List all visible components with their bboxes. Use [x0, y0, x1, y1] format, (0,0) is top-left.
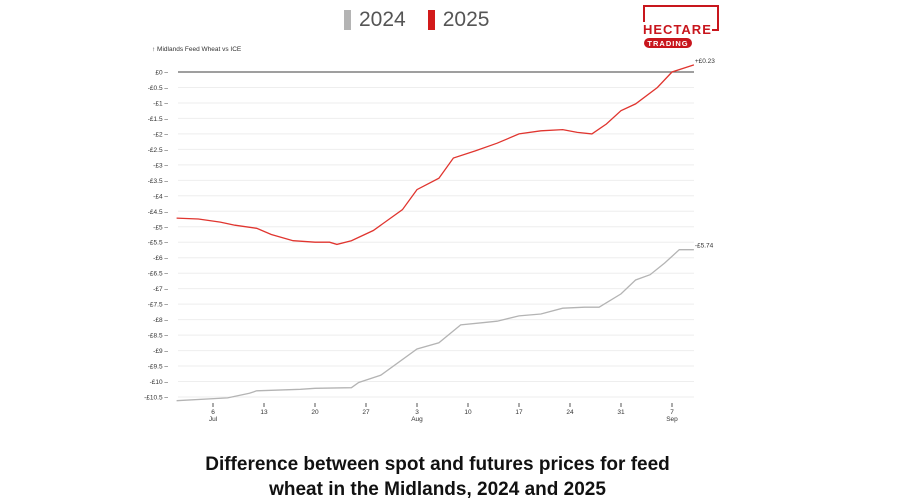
y-tick-label: -£7 – — [153, 286, 168, 293]
y-tick-label: -£8.5 – — [148, 333, 169, 340]
x-tick-month: Sep — [666, 416, 678, 423]
x-tick-label: 31 — [617, 409, 625, 416]
caption-line-2: wheat in the Midlands, 2024 and 2025 — [0, 477, 875, 502]
series-line-2024 — [177, 250, 694, 401]
y-tick-label: -£10 – — [150, 379, 169, 386]
line-chart: ↑ Midlands Feed Wheat vs ICE £0 – -£0.5 –… — [0, 0, 900, 440]
y-tick-label: -£10.5 – — [144, 395, 168, 402]
y-tick-label: -£6 – — [153, 255, 168, 262]
y-tick-label: -£4 – — [153, 193, 168, 200]
series-line-2025 — [177, 65, 694, 245]
y-tick-label: -£4.5 – — [148, 209, 169, 216]
x-tick-label: 24 — [566, 409, 574, 416]
y-tick-label: -£3.5 – — [148, 178, 169, 185]
y-tick-label: -£7.5 – — [148, 302, 169, 309]
x-tick-month: Aug — [411, 416, 423, 423]
y-tick-label: -£5 – — [153, 224, 168, 231]
y-tick-label: -£9 – — [153, 348, 168, 355]
x-tick-label: 6 — [211, 409, 215, 416]
x-tick-label: 20 — [311, 409, 319, 416]
x-tick-label: 27 — [362, 409, 370, 416]
x-tick-label: 3 — [415, 409, 419, 416]
y-tick-label: -£2 – — [153, 131, 168, 138]
y-tick-label: -£6.5 – — [148, 271, 169, 278]
x-tick-month: Jul — [209, 416, 218, 423]
caption-line-1: Difference between spot and futures pric… — [0, 452, 875, 477]
end-label-2024: -£5.74 — [695, 243, 714, 250]
x-tick-label: 17 — [515, 409, 523, 416]
y-tick-label: -£2.5 – — [148, 147, 169, 154]
y-tick-label: -£9.5 – — [148, 364, 169, 371]
y-tick-label: -£5.5 – — [148, 240, 169, 247]
y-axis-label: ↑ Midlands Feed Wheat vs ICE — [152, 46, 242, 53]
y-tick-label: -£1.5 – — [148, 116, 169, 123]
x-tick-label: 10 — [464, 409, 472, 416]
x-tick-label: 7 — [670, 409, 674, 416]
end-label-2025: +£0.23 — [695, 58, 715, 65]
chart-caption: Difference between spot and futures pric… — [0, 452, 875, 502]
x-tick-label: 13 — [260, 409, 268, 416]
y-tick-label: -£1 – — [153, 100, 168, 107]
y-tick-label: £0 – — [155, 70, 168, 77]
y-tick-label: -£8 – — [153, 317, 168, 324]
y-tick-label: -£3 – — [153, 162, 168, 169]
y-tick-label: -£0.5 – — [148, 85, 169, 92]
